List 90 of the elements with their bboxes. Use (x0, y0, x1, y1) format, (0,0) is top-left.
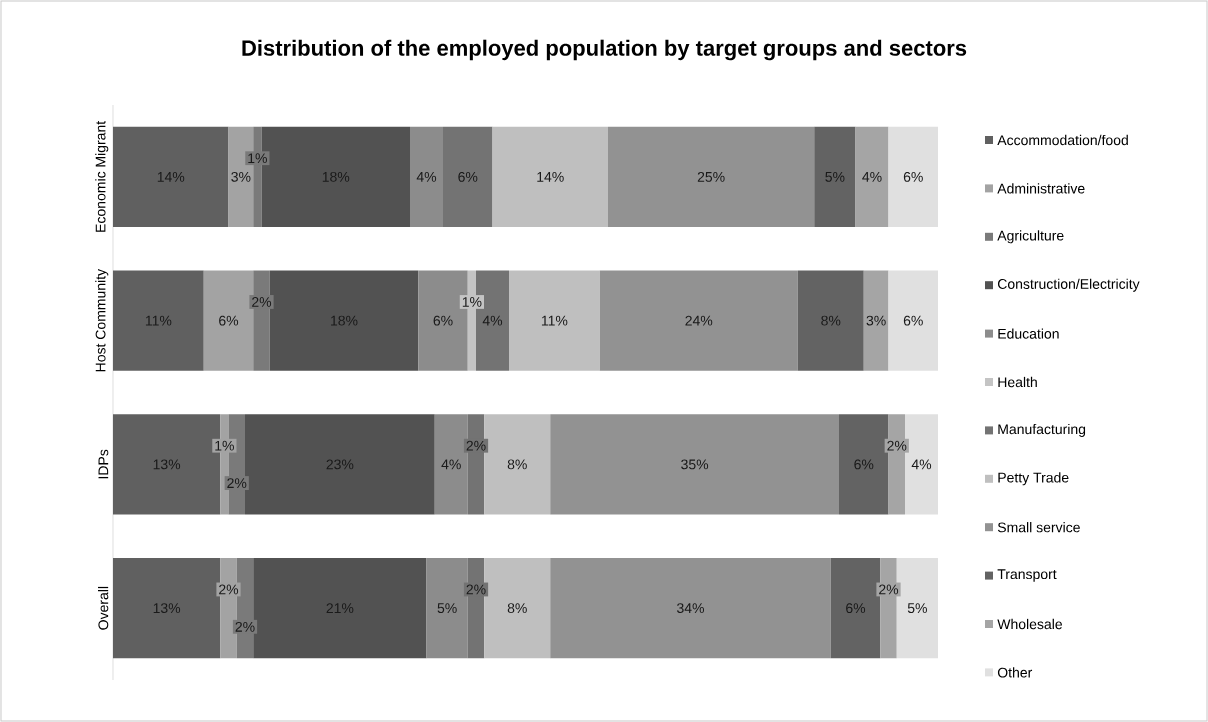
data-label: 8% (507, 603, 527, 614)
data-label: 35% (681, 459, 709, 470)
legend-label: Construction/Electricity (997, 278, 1140, 292)
data-label: 4% (862, 171, 882, 182)
data-label: 2% (887, 440, 907, 451)
data-label: 18% (322, 171, 350, 182)
bar (113, 126, 229, 227)
legend-label: Other (997, 667, 1033, 678)
bar (814, 126, 856, 227)
bar (443, 126, 493, 227)
data-label: 2% (466, 440, 486, 451)
data-label: 5% (907, 603, 927, 614)
bar (830, 558, 881, 659)
data-label: 11% (145, 315, 172, 326)
bar (863, 270, 889, 371)
data-label: 6% (458, 171, 478, 182)
data-label: 3% (231, 171, 251, 182)
bar (905, 414, 938, 515)
data-label: 3% (866, 315, 886, 326)
bar (797, 270, 864, 371)
data-label: 5% (825, 171, 845, 182)
bar (888, 270, 938, 371)
bar (253, 558, 427, 659)
data-label: 8% (507, 459, 527, 470)
data-label: 14% (157, 171, 185, 182)
legend-label: Health (998, 376, 1037, 388)
data-label: 2% (235, 621, 255, 632)
data-label: 6% (219, 315, 239, 326)
bar (492, 126, 608, 227)
data-label: 11% (541, 315, 568, 326)
data-label: 21% (326, 603, 354, 614)
legend-label: Agriculture (997, 230, 1064, 244)
data-label: 13% (153, 459, 181, 470)
legend-label: Small service (997, 522, 1080, 533)
legend-label: Accommodation/food (997, 134, 1128, 146)
bar (888, 126, 938, 227)
data-label: 6% (903, 315, 923, 326)
data-label: 6% (903, 171, 923, 182)
data-label: 6% (854, 459, 874, 470)
bar (269, 270, 419, 371)
bar (484, 558, 551, 659)
data-label: 4% (441, 459, 461, 470)
data-label: 25% (697, 171, 725, 182)
data-label: 1% (462, 297, 482, 307)
data-label: 2% (252, 297, 272, 307)
bar (599, 270, 798, 371)
data-label: 5% (437, 603, 457, 614)
data-label: 6% (846, 603, 866, 614)
data-label: 23% (326, 459, 354, 470)
data-label: 2% (219, 584, 239, 595)
data-label: 2% (227, 478, 247, 488)
legend-label: Administrative (997, 183, 1085, 194)
data-label: 2% (466, 584, 486, 595)
data-label: 1% (248, 153, 267, 164)
bar (245, 414, 435, 515)
bar (550, 414, 840, 515)
bar (608, 126, 815, 227)
bar (113, 558, 221, 659)
y-tick-label: Host Community (95, 268, 109, 372)
legend-label: Petty Trade (998, 472, 1069, 486)
chart-title: Distribution of the employed population by target groups and sectors (242, 39, 967, 61)
data-label: 4% (911, 459, 932, 470)
y-tick-label: IDPs (98, 449, 109, 479)
data-label: 4% (416, 171, 437, 182)
legend-label: Transport (997, 569, 1057, 582)
y-tick-label: Economic Migrant (95, 120, 109, 232)
bar (855, 126, 889, 227)
bar (203, 270, 254, 371)
bar (484, 414, 551, 515)
data-label: 4% (482, 315, 503, 326)
data-label: 13% (153, 603, 181, 614)
data-label: 1% (215, 440, 234, 451)
data-label: 2% (879, 584, 899, 595)
legend-label: Wholesale (997, 618, 1062, 630)
bar (896, 558, 938, 659)
bar (410, 126, 443, 227)
data-label: 8% (821, 315, 841, 326)
bar (426, 558, 468, 659)
data-label: 24% (685, 315, 713, 326)
data-label: 6% (433, 315, 453, 326)
legend-label: Manufacturing (998, 423, 1086, 437)
bar (839, 414, 889, 515)
bar (509, 270, 600, 371)
bar (550, 558, 831, 659)
legend-label: Education (998, 328, 1059, 339)
y-tick-label: Overall (98, 586, 109, 630)
data-label: 14% (537, 171, 564, 182)
bar (113, 270, 204, 371)
bar (434, 414, 468, 515)
data-label: 34% (677, 603, 704, 614)
